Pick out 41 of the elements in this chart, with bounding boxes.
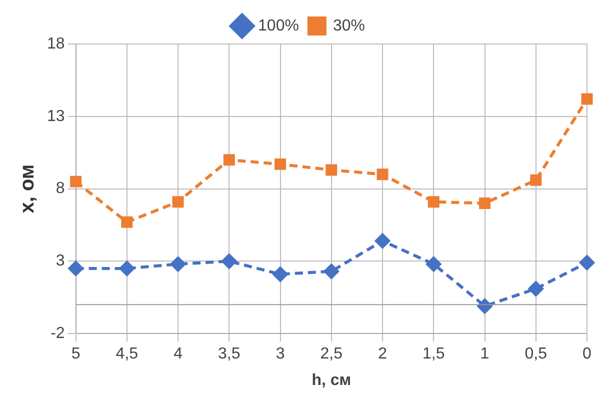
point	[70, 176, 82, 188]
point	[274, 158, 286, 170]
x-tick-label: 2	[378, 346, 388, 363]
x-tick-label: 1	[480, 346, 490, 363]
point	[326, 164, 338, 176]
point	[479, 198, 490, 210]
y-tick-label: 18	[47, 35, 65, 52]
x-tick-label: 0	[582, 346, 592, 363]
legend-label: 30%	[332, 17, 365, 34]
point	[119, 260, 134, 276]
point	[375, 233, 390, 248]
x-tick-label: 0,5	[524, 346, 548, 363]
point	[170, 256, 186, 272]
y-tick-label: 8	[56, 180, 65, 198]
y-axis-title: x, ом	[16, 164, 39, 214]
point	[580, 255, 594, 270]
point	[528, 281, 544, 296]
y-tick-label: 3	[56, 252, 65, 270]
legend-label: 100%	[258, 17, 299, 34]
point	[223, 154, 235, 166]
point	[68, 260, 84, 276]
point	[324, 264, 339, 279]
point	[426, 256, 442, 272]
point	[428, 196, 440, 208]
y-tick-label: 13	[47, 108, 65, 125]
point	[172, 196, 184, 208]
x-tick-label: 2,5	[320, 346, 343, 363]
x-tick-label: 3	[276, 346, 285, 363]
x-tick-label: 1,5	[422, 346, 445, 363]
point	[376, 168, 388, 180]
point	[121, 216, 133, 228]
y-tick-label: -2	[50, 325, 65, 342]
point	[222, 254, 237, 269]
x-axis-title: h, см	[312, 372, 352, 389]
x-tick-label: 4	[174, 346, 183, 363]
x-tick-label: 4,5	[116, 346, 138, 363]
point	[581, 93, 593, 105]
point	[530, 174, 542, 186]
x-tick-label: 3,5	[218, 346, 240, 363]
point	[272, 266, 288, 282]
x-tick-label: 5	[71, 346, 80, 363]
